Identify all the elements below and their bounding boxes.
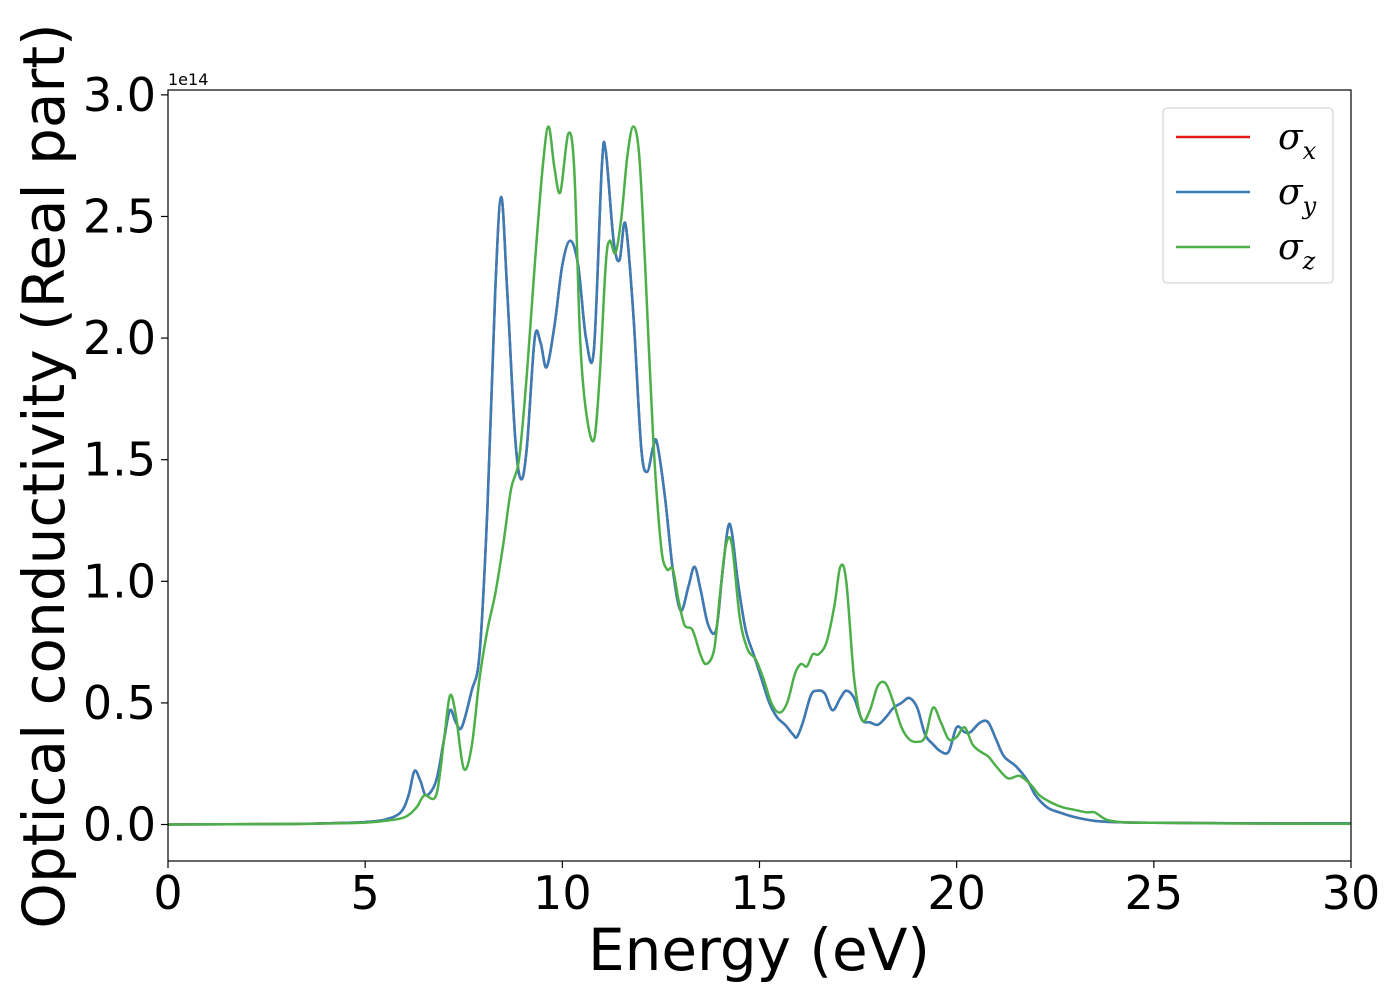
legend-subscript: z [1302, 247, 1316, 275]
series-line-y [168, 140, 1351, 826]
legend-label-z: σz [1278, 227, 1316, 275]
x-tick-label: 25 [1125, 866, 1184, 920]
x-tick-label: 5 [351, 866, 380, 920]
series-line-z [168, 125, 1351, 826]
y-axis-ticks: 0.0 0.5 1.0 1.5 2.0 2.5 3.0 [83, 68, 168, 852]
legend-symbol: σ [1278, 117, 1304, 158]
y-offset-text: 1e14 [168, 70, 208, 89]
x-axis-title: Energy (eV) [588, 916, 930, 984]
legend-label-x: σx [1278, 117, 1317, 165]
y-tick-label: 2.5 [83, 189, 156, 243]
y-tick-label: 1.0 [83, 554, 156, 608]
legend-symbol: σ [1278, 172, 1304, 213]
y-tick-label: 2.0 [83, 311, 156, 365]
x-axis-ticks: 0 5 10 15 20 25 30 [153, 861, 1380, 920]
y-axis-title: Optical conductivity (Real part) [10, 23, 78, 928]
y-tick-label: 3.0 [83, 68, 156, 122]
legend-box [1162, 107, 1334, 284]
legend-symbol: σ [1278, 227, 1304, 268]
x-tick-label: 10 [533, 866, 592, 920]
y-tick-label: 0.0 [83, 798, 156, 852]
y-tick-label: 0.5 [83, 676, 156, 730]
series-layer [168, 125, 1351, 826]
legend-subscript: y [1302, 192, 1317, 220]
x-tick-label: 15 [730, 866, 789, 920]
y-tick-label: 1.5 [83, 433, 156, 487]
legend-label-y: σy [1278, 172, 1317, 220]
x-tick-label: 0 [153, 866, 182, 920]
x-tick-label: 20 [927, 866, 986, 920]
legend-subscript: x [1303, 137, 1317, 165]
x-tick-label: 30 [1322, 866, 1381, 920]
